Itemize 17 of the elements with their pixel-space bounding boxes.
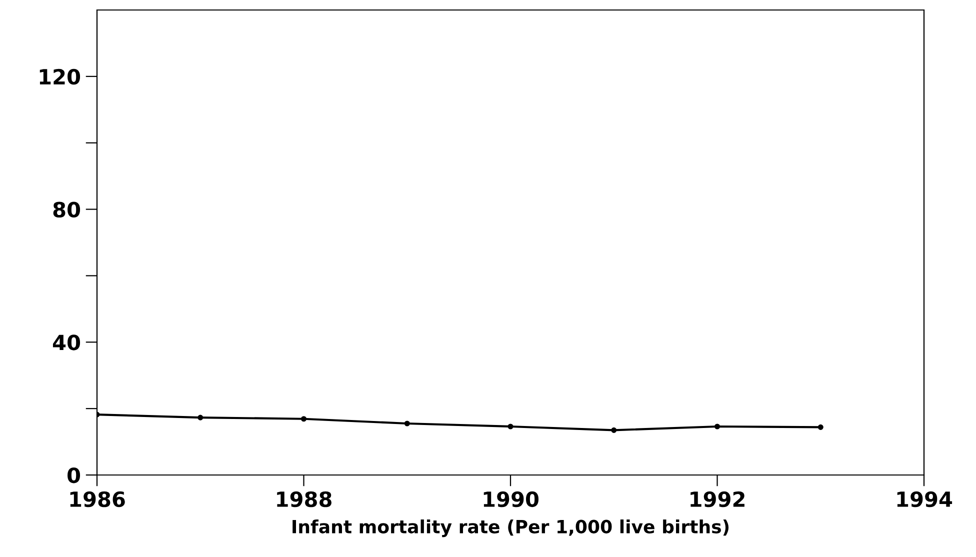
point: [714, 424, 720, 430]
y-tick-label: 120: [40, 68, 80, 85]
x-tick-label: 1994: [897, 491, 952, 508]
x-tick-label: 1988: [277, 491, 332, 508]
point: [818, 424, 824, 430]
point: [611, 427, 617, 433]
y-tick-label: 40: [52, 334, 80, 350]
x-tick-label: 1990: [484, 491, 538, 508]
x-axis-title: Infant mortality rate (Per 1,000 live births): [292, 519, 729, 538]
y-tick-label: 80: [53, 202, 80, 218]
point: [508, 424, 514, 430]
x-tick-label: 1992: [690, 491, 744, 508]
x-tick-label: 1986: [70, 491, 125, 508]
point: [404, 420, 410, 426]
point: [198, 414, 204, 420]
y-tick-label: 0: [68, 467, 80, 484]
point: [300, 416, 307, 422]
